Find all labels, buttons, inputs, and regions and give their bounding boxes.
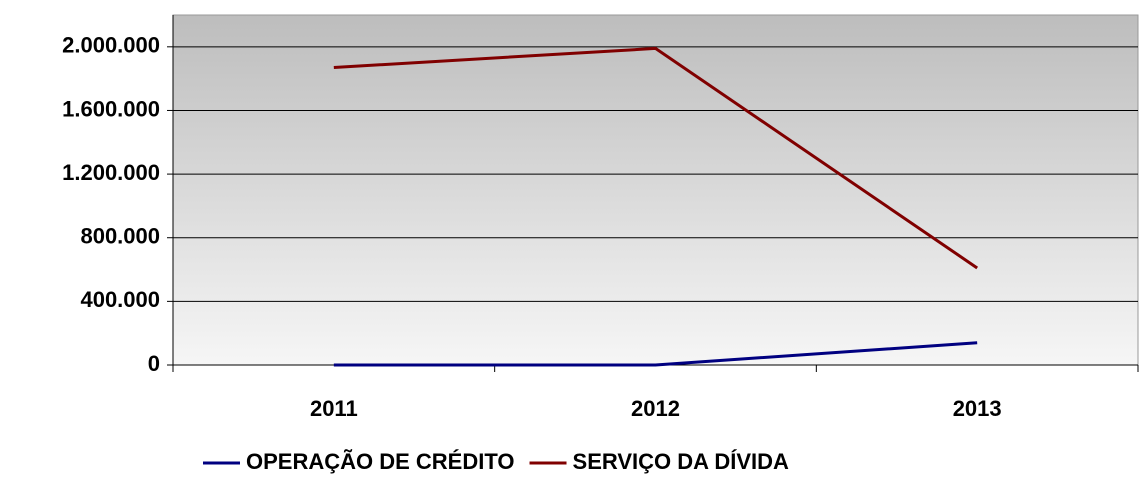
x-tick-label: 2012 — [631, 396, 680, 421]
x-tick-label: 2011 — [310, 396, 358, 421]
y-tick-label: 1.600.000 — [62, 96, 160, 121]
y-tick-label: 1.200.000 — [62, 160, 160, 185]
x-tick-label: 2013 — [953, 396, 1002, 421]
y-tick-label: 0 — [148, 351, 160, 376]
y-tick-label: 800.000 — [80, 224, 160, 249]
legend-label: OPERAÇÃO DE CRÉDITO — [246, 449, 515, 474]
plot-area — [172, 14, 1139, 366]
series-line — [333, 341, 978, 367]
y-tick-label: 400.000 — [80, 287, 160, 312]
legend-label: SERVIÇO DA DÍVIDA — [573, 449, 789, 474]
y-tick-label: 2.000.000 — [62, 33, 160, 58]
series-line — [333, 46, 979, 270]
